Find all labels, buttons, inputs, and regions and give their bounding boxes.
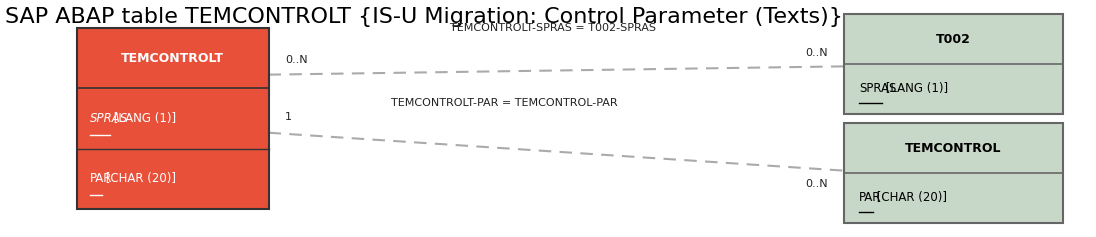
FancyBboxPatch shape bbox=[844, 123, 1063, 223]
FancyBboxPatch shape bbox=[77, 28, 269, 209]
FancyBboxPatch shape bbox=[77, 149, 269, 209]
Text: [CHAR (20)]: [CHAR (20)] bbox=[102, 172, 176, 185]
Text: T002: T002 bbox=[936, 33, 971, 46]
Text: [LANG (1)]: [LANG (1)] bbox=[882, 82, 948, 95]
FancyBboxPatch shape bbox=[77, 88, 269, 149]
Text: PAR: PAR bbox=[90, 172, 113, 185]
Text: TEMCONTROLT-SPRAS = T002-SPRAS: TEMCONTROLT-SPRAS = T002-SPRAS bbox=[450, 23, 657, 33]
Text: [LANG (1)]: [LANG (1)] bbox=[110, 112, 176, 125]
Text: SAP ABAP table TEMCONTROLT {IS-U Migration: Control Parameter (Texts)}: SAP ABAP table TEMCONTROLT {IS-U Migrati… bbox=[5, 7, 843, 27]
Text: [CHAR (20)]: [CHAR (20)] bbox=[872, 191, 947, 204]
FancyBboxPatch shape bbox=[844, 173, 1063, 223]
FancyBboxPatch shape bbox=[844, 14, 1063, 114]
Text: SPRAS: SPRAS bbox=[859, 82, 897, 95]
Text: 0..N: 0..N bbox=[804, 179, 827, 189]
Text: TEMCONTROLT: TEMCONTROLT bbox=[122, 52, 224, 65]
Text: TEMCONTROL: TEMCONTROL bbox=[905, 142, 1002, 155]
FancyBboxPatch shape bbox=[844, 64, 1063, 114]
Text: 0..N: 0..N bbox=[285, 55, 308, 65]
Text: TEMCONTROLT-PAR = TEMCONTROL-PAR: TEMCONTROLT-PAR = TEMCONTROL-PAR bbox=[391, 98, 617, 108]
Text: PAR: PAR bbox=[859, 191, 881, 204]
Text: SPRAS: SPRAS bbox=[90, 112, 128, 125]
Text: 1: 1 bbox=[285, 112, 292, 122]
Text: 0..N: 0..N bbox=[804, 48, 827, 58]
